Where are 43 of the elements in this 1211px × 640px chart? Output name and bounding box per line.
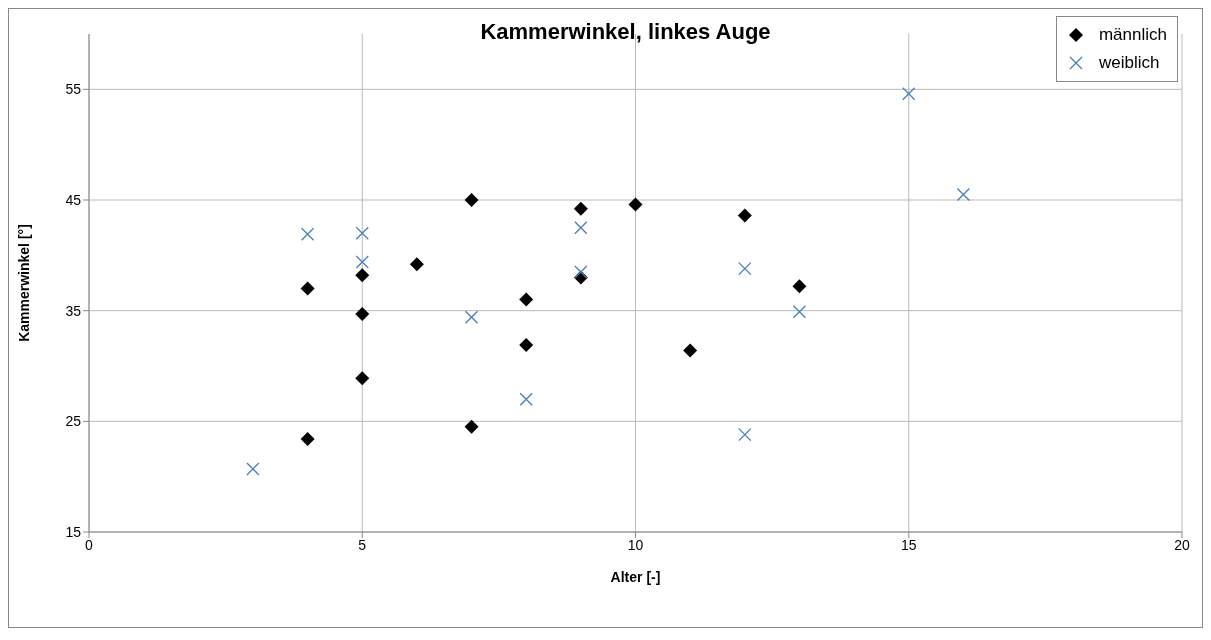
y-tick-label: 55 [65, 81, 82, 98]
chart-title: Kammerwinkel, linkes Auge [480, 19, 771, 44]
point [464, 193, 479, 207]
point [792, 279, 807, 294]
point [519, 337, 534, 352]
point [464, 419, 479, 434]
y-axis-title: Kammerwinkel [°] [15, 224, 32, 342]
point [573, 201, 588, 216]
point [355, 255, 369, 269]
point [300, 281, 315, 296]
legend-label: männlich [1098, 25, 1167, 45]
point [574, 265, 588, 279]
y-tick-label: 45 [65, 191, 82, 208]
point [956, 187, 971, 202]
legend-label: weiblich [1098, 53, 1160, 73]
point [737, 208, 752, 223]
point [355, 268, 370, 283]
y-tick-label: 25 [65, 413, 82, 430]
point [738, 261, 752, 276]
point [738, 427, 752, 442]
point [300, 227, 315, 241]
point [574, 221, 588, 235]
point [464, 310, 479, 324]
point [902, 87, 916, 101]
point [355, 226, 369, 240]
point [409, 257, 424, 272]
point [519, 292, 534, 307]
point [628, 197, 643, 212]
x-tick-label: 5 [358, 536, 367, 553]
x-tick-label: 0 [85, 536, 94, 553]
point [246, 462, 260, 476]
y-tick-label: 15 [65, 523, 82, 540]
point [300, 432, 315, 447]
x-tick-label: 10 [627, 536, 644, 553]
point [519, 392, 533, 406]
y-tick-label: 35 [65, 302, 82, 319]
point [792, 305, 807, 319]
x-tick-label: 20 [1174, 536, 1190, 553]
x-axis-title: Alter [-] [610, 569, 661, 585]
point [683, 343, 698, 358]
point [355, 371, 370, 386]
point [355, 306, 370, 321]
x-tick-label: 15 [900, 536, 917, 553]
